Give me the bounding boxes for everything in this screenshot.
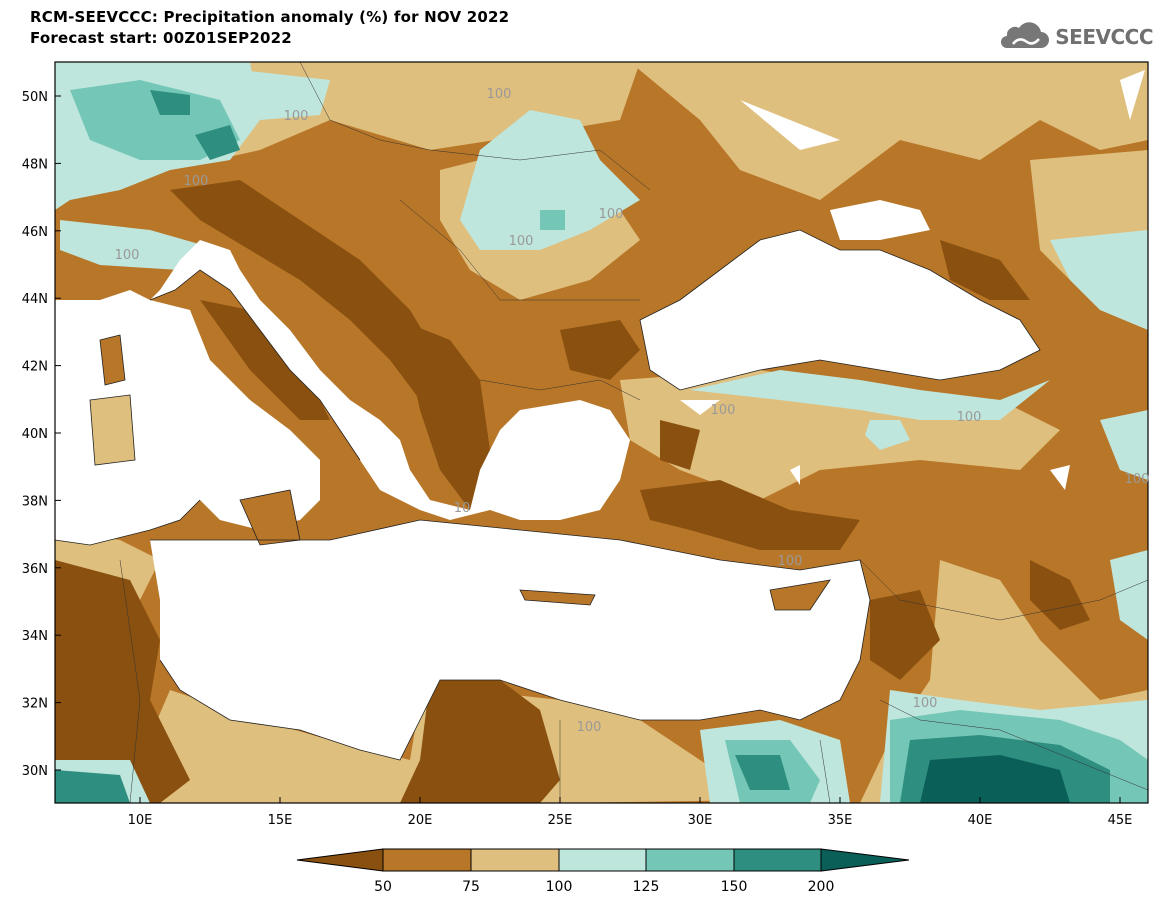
very-dry-region — [870, 590, 940, 680]
missing-data-patch — [1120, 70, 1145, 120]
colorbar-label: 125 — [633, 879, 660, 895]
colorbar-segment — [645, 848, 735, 872]
very-dry-region — [55, 560, 190, 803]
slightly-dry-region — [630, 62, 1148, 200]
longitude-label: 10E — [128, 813, 153, 828]
latitude-label: 32N — [22, 697, 48, 712]
very-dry-region — [1030, 560, 1090, 630]
longitude-label: 45E — [1108, 813, 1133, 828]
very-dry-region — [940, 240, 1030, 300]
black-sea — [640, 230, 1040, 390]
latitude-label: 42N — [22, 360, 48, 375]
missing-data-patch — [740, 100, 840, 150]
very-dry-region — [400, 680, 560, 803]
slightly-wet-region — [1100, 410, 1148, 480]
contour-label: 100 — [487, 87, 512, 102]
slightly-wet-region — [690, 370, 1050, 420]
longitude-label: 15E — [268, 813, 293, 828]
very-wet-region — [735, 755, 790, 790]
slightly-wet-region — [460, 110, 640, 250]
wet-region — [70, 80, 240, 160]
contour-label: 100 — [577, 720, 602, 735]
contour-label: 10 — [454, 501, 471, 516]
coastlines — [55, 229, 1041, 761]
latitude-label: 46N — [22, 225, 48, 240]
corsica — [100, 335, 125, 385]
very-dry-region — [640, 480, 860, 550]
contour-label: 100 — [115, 248, 140, 263]
latitude-label: 34N — [22, 629, 48, 644]
colorbar: 50 75 100 125 150 200 — [296, 848, 910, 895]
sea-of-marmara — [680, 400, 720, 415]
contour-label: 100 — [1125, 472, 1150, 487]
mediterranean-sea — [150, 520, 870, 760]
seevccc-logo: SEEVCCC — [997, 22, 1153, 52]
very-wet-region — [55, 770, 130, 803]
very-dry-region — [400, 320, 490, 510]
longitude-axis: 10E 15E 20E 25E 30E 35E 40E 45E — [128, 797, 1133, 828]
forecast-start-subtitle: Forecast start: 00Z01SEP2022 — [30, 29, 292, 47]
latitude-label: 30N — [22, 764, 48, 779]
slightly-wet-region — [240, 70, 330, 120]
latitude-label: 50N — [22, 90, 48, 105]
colorbar-segment — [470, 848, 560, 872]
colorbar-label: 200 — [808, 879, 835, 895]
longitude-label: 30E — [688, 813, 713, 828]
very-dry-region — [200, 300, 330, 420]
colorbar-segment — [382, 848, 472, 872]
sardinia — [90, 395, 135, 465]
missing-data-patch — [790, 465, 800, 485]
longitude-label: 35E — [828, 813, 853, 828]
longitude-label: 40E — [968, 813, 993, 828]
wet-region — [540, 210, 565, 230]
contour-label: 100 — [778, 554, 803, 569]
longitude-label: 25E — [548, 813, 573, 828]
slightly-wet-region — [1110, 550, 1148, 640]
latitude-label: 36N — [22, 562, 48, 577]
contour-labels: 100 100 100 100 100 100 100 100 100 100 … — [115, 87, 1150, 735]
slightly-wet-region — [865, 420, 910, 450]
contour-label: 100 — [913, 696, 938, 711]
latitude-label: 40N — [22, 427, 48, 442]
very-dry-region — [660, 420, 700, 470]
cloud-icon — [1001, 22, 1050, 48]
contour-label: 100 — [509, 234, 534, 249]
very-wet-region — [195, 125, 240, 160]
colorbar-segment — [733, 848, 822, 872]
very-dry-region — [560, 320, 640, 380]
latitude-label: 38N — [22, 494, 48, 509]
crimea-gap — [830, 200, 930, 240]
contour-label: 100 — [284, 109, 309, 124]
colorbar-label: 150 — [721, 879, 748, 895]
colorbar-label: 75 — [462, 879, 480, 895]
contour-label: 100 — [957, 410, 982, 425]
map-title: RCM-SEEVCCC: Precipitation anomaly (%) f… — [30, 8, 510, 26]
slightly-wet-region — [60, 220, 220, 270]
colorbar-label: 100 — [546, 879, 573, 895]
contour-label: 100 — [599, 207, 624, 222]
very-wet-region — [150, 90, 190, 115]
colorbar-label: 50 — [374, 879, 392, 895]
longitude-label: 20E — [408, 813, 433, 828]
colorbar-lower-extension — [296, 848, 384, 872]
latitude-label: 44N — [22, 292, 48, 307]
colorbar-segment — [558, 848, 647, 872]
contour-label: 100 — [711, 403, 736, 418]
latitude-label: 48N — [22, 157, 48, 172]
extreme-wet-region — [920, 755, 1070, 803]
slightly-wet-region — [1050, 230, 1148, 330]
latitude-axis: 50N 48N 46N 44N 42N 40N 38N 36N 34N 32N 30N — [22, 90, 61, 779]
contour-label: 100 — [184, 174, 209, 189]
adriatic-ionian-sea — [150, 240, 630, 520]
logo-text: SEEVCCC — [1055, 25, 1153, 49]
colorbar-upper-extension — [820, 848, 910, 872]
sicily — [240, 490, 300, 545]
country-borders — [119, 62, 1148, 803]
map-field — [55, 62, 1148, 803]
missing-data-patch — [1050, 465, 1070, 490]
very-dry-region — [170, 180, 440, 400]
